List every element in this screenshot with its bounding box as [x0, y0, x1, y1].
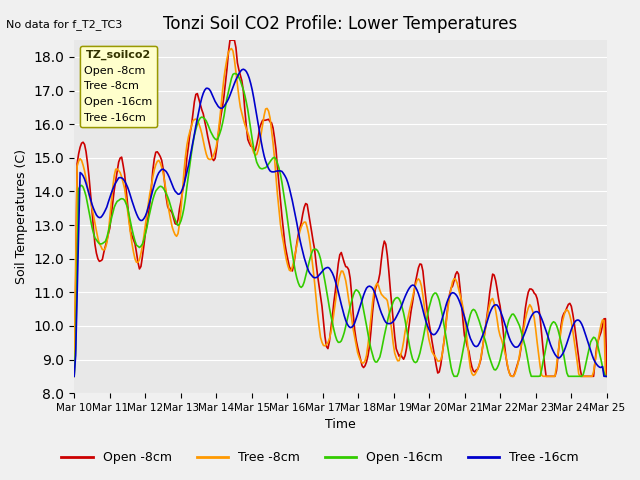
Tree -8cm [248, 145, 256, 151]
Line: Tree -8cm: Tree -8cm [74, 48, 607, 376]
Tree -16cm [257, 139, 265, 144]
Tree -16cm [136, 216, 143, 222]
Open -16cm [257, 166, 265, 171]
Text: No data for f_T2_TC3: No data for f_T2_TC3 [6, 19, 123, 30]
Tree -8cm [305, 231, 312, 237]
Open -8cm [305, 210, 312, 216]
Open -16cm [229, 72, 237, 77]
Tree -8cm [508, 373, 516, 379]
Tree -8cm [577, 373, 584, 379]
Open -16cm [603, 373, 611, 379]
Line: Open -8cm: Open -8cm [74, 40, 607, 376]
Line: Open -16cm: Open -16cm [74, 73, 607, 376]
Tree -8cm [70, 365, 78, 371]
Tree -16cm [603, 373, 611, 379]
Open -8cm [603, 373, 611, 379]
Tree -8cm [228, 46, 236, 51]
Open -8cm [230, 37, 238, 43]
Tree -16cm [248, 87, 256, 93]
Legend: Open -8cm, Tree -8cm, Open -16cm, Tree -16cm: Open -8cm, Tree -8cm, Open -16cm, Tree -… [56, 446, 584, 469]
Open -8cm [226, 37, 234, 43]
X-axis label: Time: Time [325, 419, 356, 432]
Tree -8cm [136, 257, 143, 263]
Open -16cm [305, 261, 312, 267]
Open -8cm [257, 121, 265, 127]
Tree -16cm [575, 317, 582, 323]
Tree -8cm [603, 373, 611, 379]
Line: Tree -16cm: Tree -16cm [74, 69, 607, 376]
Title: Tonzi Soil CO2 Profile: Lower Temperatures: Tonzi Soil CO2 Profile: Lower Temperatur… [163, 15, 518, 33]
Open -16cm [575, 373, 582, 379]
Tree -16cm [70, 373, 78, 379]
Open -16cm [248, 136, 256, 142]
Tree -16cm [239, 66, 247, 72]
Tree -16cm [305, 268, 312, 274]
Open -16cm [230, 71, 238, 76]
Open -8cm [70, 373, 78, 379]
Open -8cm [136, 266, 143, 272]
Tree -8cm [257, 131, 265, 136]
Open -8cm [575, 355, 582, 361]
Open -16cm [70, 373, 78, 379]
Open -16cm [136, 245, 143, 251]
Legend: Open -8cm, Tree -8cm, Open -16cm, Tree -16cm: Open -8cm, Tree -8cm, Open -16cm, Tree -… [80, 46, 157, 127]
Tree -8cm [230, 57, 238, 62]
Tree -16cm [229, 84, 237, 90]
Open -8cm [248, 144, 256, 150]
Y-axis label: Soil Temperatures (C): Soil Temperatures (C) [15, 149, 28, 284]
